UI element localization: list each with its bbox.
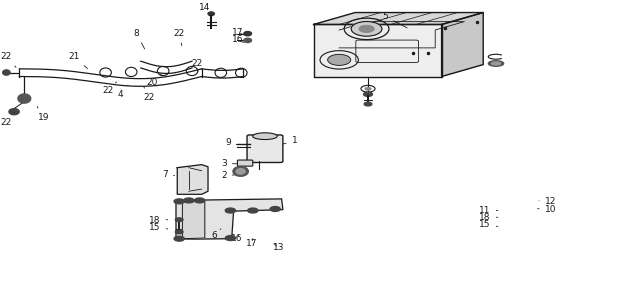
FancyBboxPatch shape <box>247 135 283 162</box>
Polygon shape <box>488 61 504 66</box>
Circle shape <box>174 236 184 241</box>
Circle shape <box>328 54 351 65</box>
FancyBboxPatch shape <box>237 160 253 166</box>
Text: 22: 22 <box>191 59 203 71</box>
Circle shape <box>225 236 236 241</box>
Text: 13: 13 <box>273 243 284 252</box>
Text: 22: 22 <box>173 28 185 46</box>
Text: 22: 22 <box>102 82 116 95</box>
Text: 18: 18 <box>479 213 498 222</box>
Polygon shape <box>442 13 483 76</box>
Text: 2: 2 <box>221 171 236 181</box>
Circle shape <box>195 198 205 203</box>
Polygon shape <box>175 230 183 234</box>
Polygon shape <box>177 165 208 194</box>
Text: 16: 16 <box>232 35 244 44</box>
Circle shape <box>184 198 194 203</box>
Polygon shape <box>364 102 372 106</box>
Polygon shape <box>314 24 442 76</box>
Text: 9: 9 <box>225 138 237 147</box>
Polygon shape <box>182 201 205 239</box>
Circle shape <box>248 208 258 213</box>
Text: 3: 3 <box>221 159 237 168</box>
Text: 22: 22 <box>1 113 14 127</box>
Text: 19: 19 <box>37 106 49 122</box>
Text: 4: 4 <box>118 85 128 99</box>
Text: 14: 14 <box>199 3 211 15</box>
Circle shape <box>351 21 382 36</box>
Ellipse shape <box>253 133 277 140</box>
Text: 22: 22 <box>143 87 155 103</box>
Text: 12: 12 <box>539 197 556 207</box>
Circle shape <box>174 199 184 204</box>
Circle shape <box>225 208 236 213</box>
Text: 1: 1 <box>281 136 297 145</box>
Polygon shape <box>244 38 252 43</box>
Polygon shape <box>492 62 500 65</box>
Polygon shape <box>176 199 283 239</box>
Text: 17: 17 <box>232 28 244 37</box>
Ellipse shape <box>3 70 10 75</box>
Text: 17: 17 <box>246 239 257 248</box>
Polygon shape <box>233 166 248 176</box>
Text: 22: 22 <box>1 52 16 67</box>
Polygon shape <box>208 12 214 16</box>
Text: 16: 16 <box>231 234 243 243</box>
Text: 11: 11 <box>479 206 498 215</box>
Circle shape <box>365 87 371 90</box>
Circle shape <box>270 207 280 211</box>
Polygon shape <box>9 109 19 115</box>
Text: 15: 15 <box>149 223 168 233</box>
Polygon shape <box>364 92 372 96</box>
Text: 10: 10 <box>538 205 556 214</box>
Polygon shape <box>244 32 252 36</box>
Text: 20: 20 <box>146 74 161 87</box>
Polygon shape <box>18 94 31 103</box>
Text: 8: 8 <box>134 28 145 49</box>
Circle shape <box>359 25 374 32</box>
Polygon shape <box>236 169 245 174</box>
Text: 15: 15 <box>479 220 498 230</box>
Text: 6: 6 <box>212 229 221 240</box>
Text: 18: 18 <box>149 216 168 225</box>
Polygon shape <box>314 13 483 24</box>
Polygon shape <box>175 218 183 222</box>
Text: 7: 7 <box>163 170 175 179</box>
Text: 5: 5 <box>383 12 407 28</box>
Text: 21: 21 <box>68 52 88 69</box>
